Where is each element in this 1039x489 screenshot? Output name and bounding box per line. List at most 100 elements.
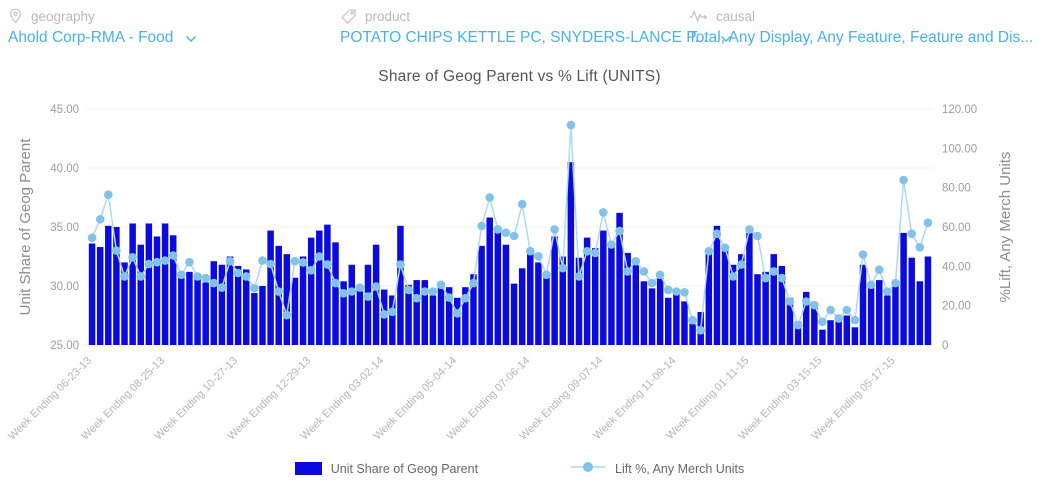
bar[interactable] (226, 256, 234, 346)
lift-marker[interactable] (404, 285, 413, 295)
bar[interactable] (811, 304, 818, 345)
lift-marker[interactable] (526, 246, 535, 256)
lift-marker[interactable] (112, 246, 121, 255)
bar[interactable] (924, 256, 932, 346)
lift-marker[interactable] (793, 320, 803, 330)
bar[interactable] (729, 264, 737, 345)
bar[interactable] (518, 268, 526, 345)
bar[interactable] (543, 276, 550, 345)
lift-marker[interactable] (379, 310, 389, 319)
lift-marker[interactable] (558, 263, 568, 273)
bar[interactable] (559, 256, 566, 346)
lift-marker[interactable] (331, 278, 340, 288)
lift-marker[interactable] (915, 243, 925, 252)
lift-marker[interactable] (574, 272, 584, 281)
lift-marker[interactable] (672, 287, 681, 296)
lift-marker[interactable] (801, 297, 811, 306)
bar[interactable] (624, 252, 631, 345)
bar[interactable] (153, 236, 161, 345)
lift-marker[interactable] (412, 293, 422, 303)
lift-marker[interactable] (136, 272, 146, 281)
bar[interactable] (259, 286, 266, 345)
lift-marker[interactable] (144, 259, 154, 269)
lift-marker[interactable] (737, 260, 746, 269)
bar[interactable] (494, 229, 502, 345)
lift-marker[interactable] (745, 225, 754, 234)
bar[interactable] (445, 287, 453, 345)
lift-marker[interactable] (501, 228, 511, 237)
lift-marker[interactable] (233, 268, 243, 278)
bar[interactable] (348, 264, 355, 345)
lift-marker[interactable] (842, 305, 852, 315)
bar[interactable] (202, 282, 209, 345)
bar[interactable] (762, 271, 769, 345)
lift-marker[interactable] (688, 315, 697, 325)
lift-marker[interactable] (152, 257, 162, 267)
bar[interactable] (307, 237, 315, 345)
bar[interactable] (299, 256, 307, 346)
lift-marker[interactable] (396, 260, 405, 269)
lift-marker[interactable] (461, 293, 470, 303)
bar[interactable] (656, 277, 664, 345)
bar[interactable] (900, 232, 907, 345)
lift-marker[interactable] (453, 309, 462, 318)
bar[interactable] (88, 243, 96, 345)
bar[interactable] (754, 274, 761, 345)
geography-dropdown[interactable]: Ahold Corp-RMA - Food (8, 29, 197, 47)
lift-marker[interactable] (298, 258, 308, 267)
bar[interactable] (129, 223, 136, 345)
bar[interactable] (778, 265, 786, 345)
bar[interactable] (218, 264, 226, 345)
lift-marker[interactable] (371, 282, 381, 291)
lift-marker[interactable] (225, 256, 235, 266)
bar[interactable] (413, 280, 420, 345)
bar[interactable] (892, 286, 899, 345)
lift-marker[interactable] (250, 283, 259, 293)
bar[interactable] (161, 223, 169, 345)
lift-marker[interactable] (615, 226, 624, 236)
lift-marker[interactable] (566, 120, 576, 130)
bar[interactable] (867, 286, 875, 345)
bar[interactable] (364, 264, 372, 345)
lift-marker[interactable] (907, 229, 916, 238)
lift-marker[interactable] (444, 293, 454, 302)
lift-marker[interactable] (720, 243, 730, 253)
bar[interactable] (665, 297, 672, 345)
lift-marker[interactable] (120, 272, 129, 281)
bar[interactable] (462, 287, 469, 345)
lift-marker[interactable] (858, 250, 868, 259)
bar[interactable] (251, 293, 258, 345)
lift-marker[interactable] (339, 289, 348, 298)
lift-marker[interactable] (826, 305, 835, 315)
bar[interactable] (283, 254, 291, 345)
bar[interactable] (827, 320, 834, 345)
bar[interactable] (96, 247, 104, 345)
lift-marker[interactable] (388, 307, 397, 317)
bar[interactable] (397, 225, 404, 345)
lift-marker[interactable] (647, 278, 657, 288)
bar[interactable] (105, 225, 112, 345)
bar[interactable] (234, 265, 242, 345)
lift-marker[interactable] (818, 317, 827, 327)
lift-marker[interactable] (753, 231, 762, 241)
bar[interactable] (340, 281, 347, 345)
legend-item-lift[interactable]: Lift %, Any Merch Units (570, 460, 744, 477)
causal-dropdown[interactable]: Total, Any Display, Any Feature, Feature… (688, 29, 1039, 47)
bar[interactable] (405, 284, 412, 345)
lift-marker[interactable] (704, 246, 714, 256)
lift-marker[interactable] (436, 280, 446, 290)
lift-marker[interactable] (266, 259, 275, 269)
lift-marker[interactable] (899, 175, 908, 185)
bar[interactable] (169, 235, 177, 345)
bar[interactable] (843, 315, 851, 346)
lift-marker[interactable] (306, 266, 316, 275)
lift-marker[interactable] (168, 251, 178, 260)
bar[interactable] (389, 295, 396, 345)
bar[interactable] (113, 227, 120, 345)
bar[interactable] (591, 248, 599, 345)
lift-marker[interactable] (177, 270, 186, 280)
lift-marker[interactable] (201, 273, 210, 283)
bar[interactable] (721, 244, 729, 345)
bar[interactable] (243, 269, 250, 345)
lift-marker[interactable] (712, 229, 722, 238)
